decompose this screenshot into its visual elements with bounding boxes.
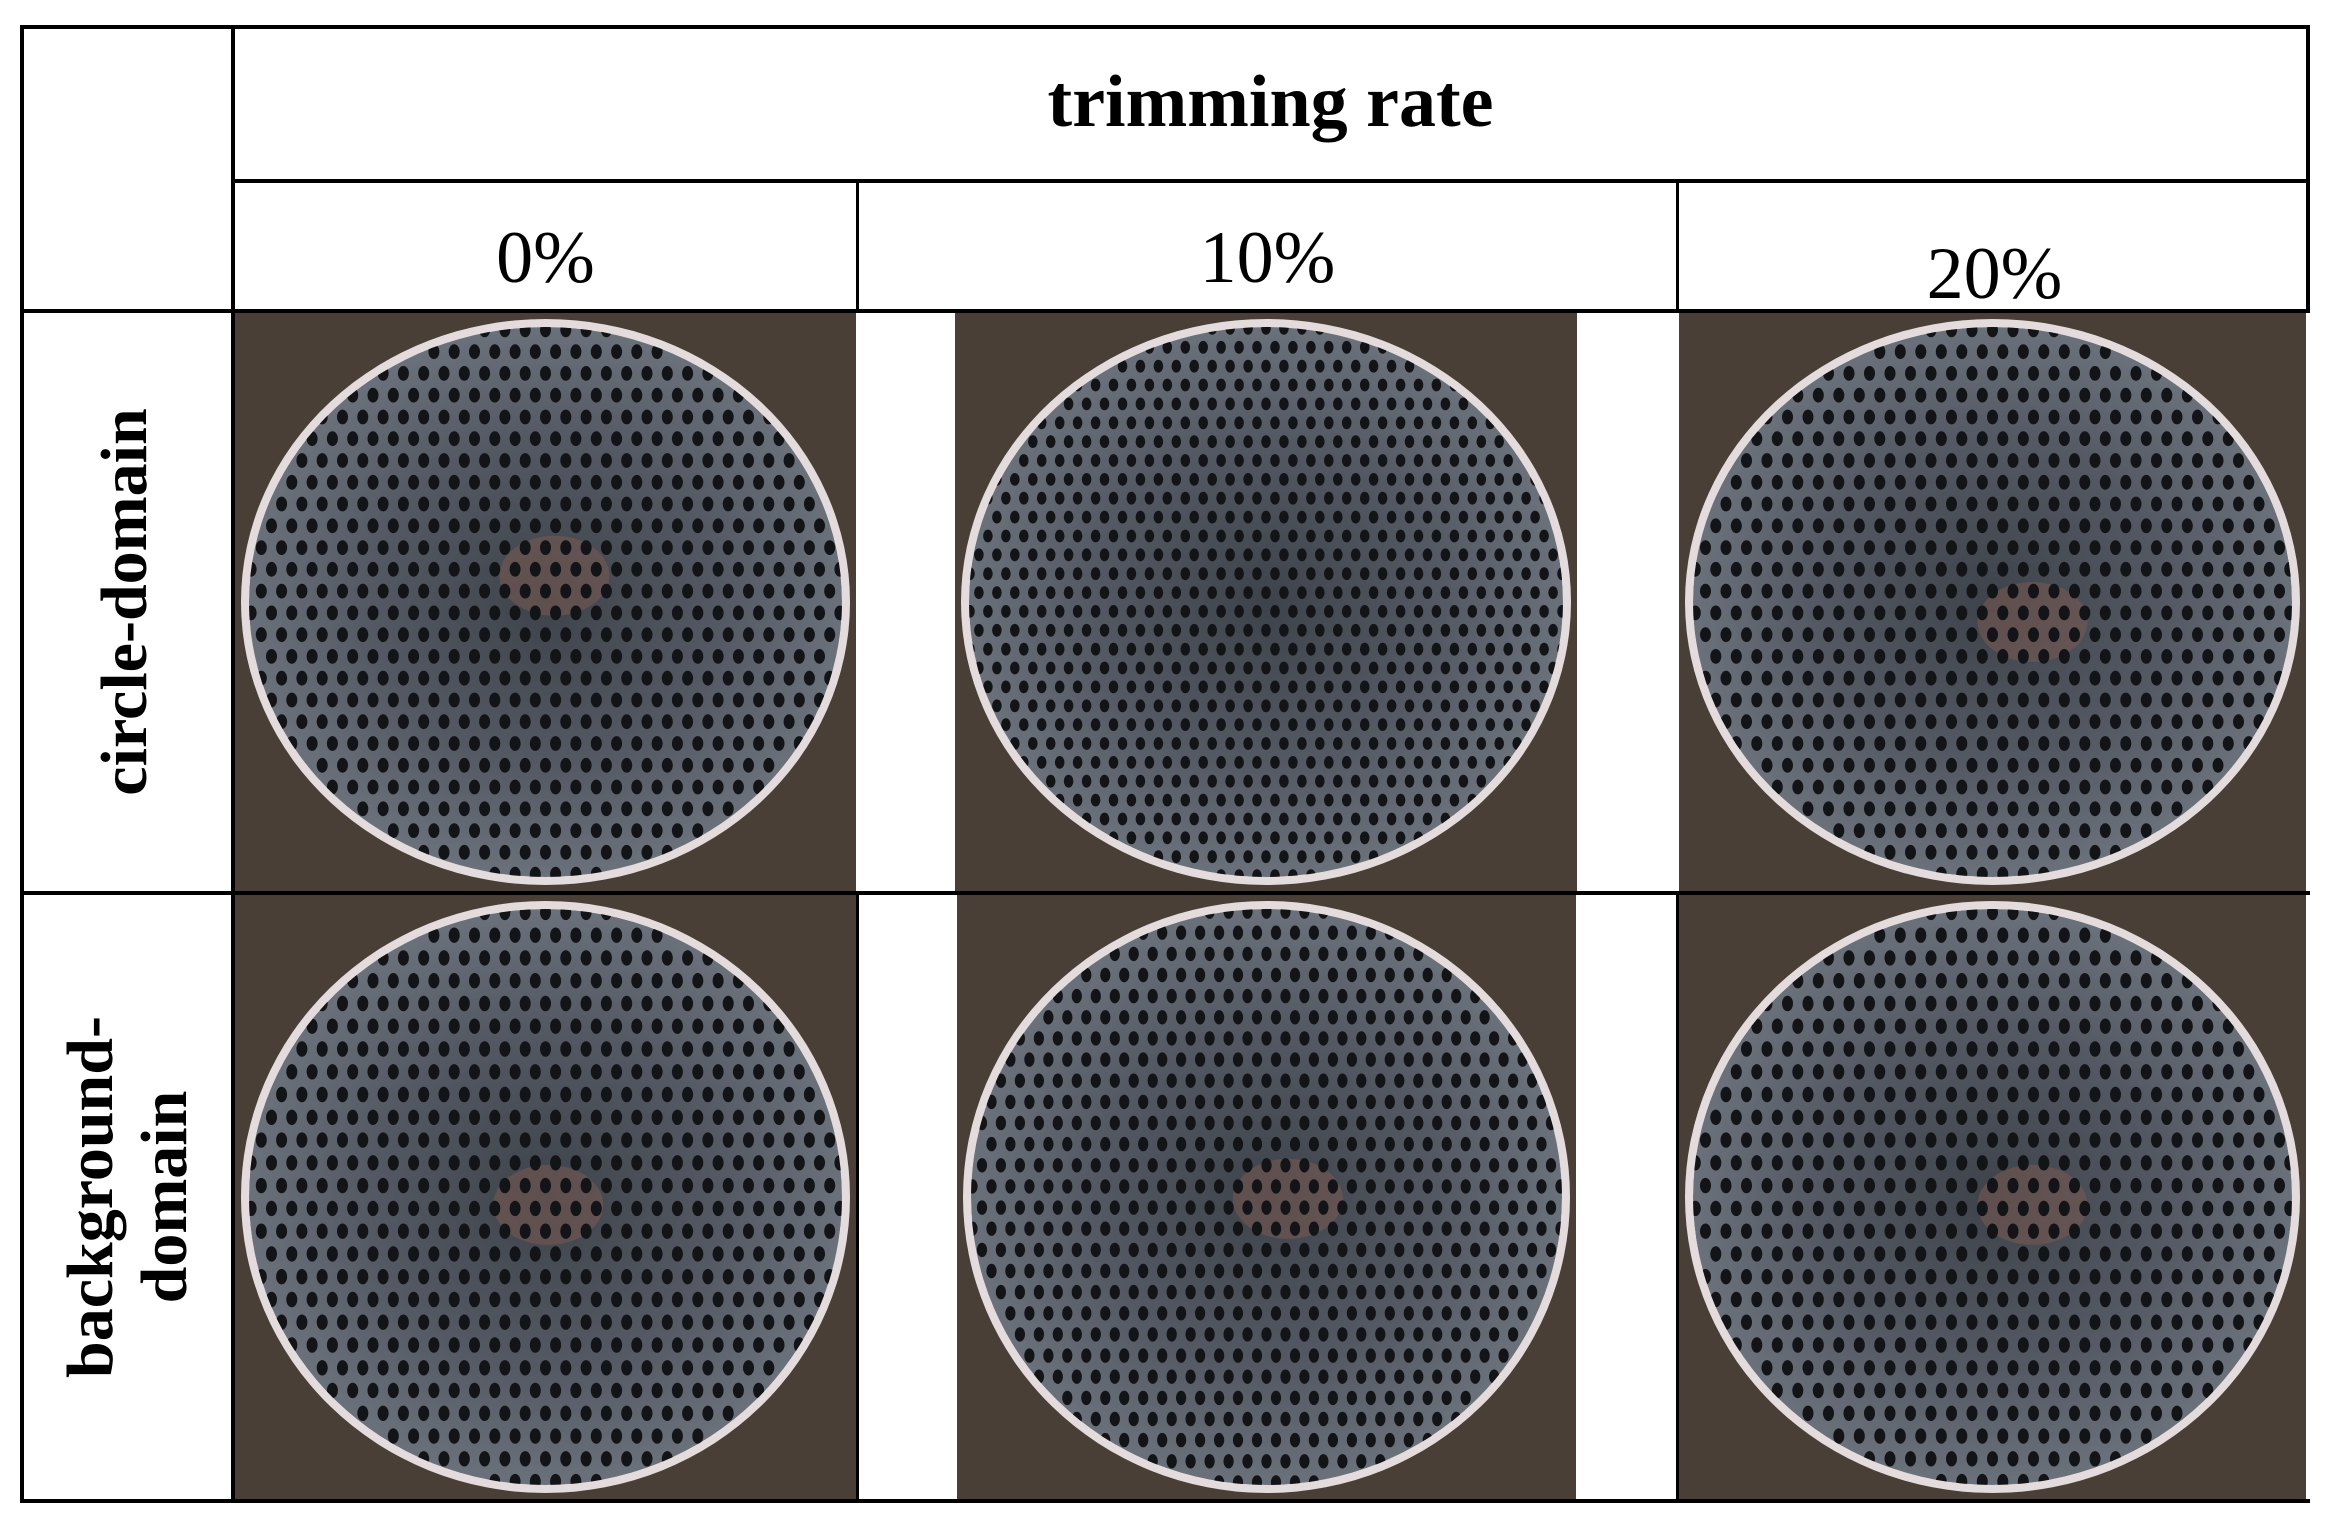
tube-sheet-image-circle-0 — [235, 313, 856, 891]
tube-holes — [1693, 909, 2292, 1485]
results-table: trimming rate 0% 10% 20% circle-domain b… — [20, 25, 2310, 1503]
tube-sheet-image-circle-10 — [955, 313, 1577, 891]
tube-holes — [969, 327, 1563, 877]
row-label-circle-domain: circle-domain — [88, 408, 162, 795]
rust-patch — [1977, 1164, 2088, 1245]
tube-sheet-image-background-0 — [235, 895, 856, 1499]
tube-sheet-image-circle-20 — [1679, 313, 2306, 891]
plate-surface — [969, 327, 1563, 877]
rust-patch — [1977, 582, 2088, 662]
tube-holes — [1693, 327, 2292, 877]
column-divider-1-lower — [856, 891, 859, 1503]
tube-sheet-photo — [1679, 895, 2306, 1499]
column-divider-2-lower — [1676, 891, 1679, 1503]
table-border-right — [2306, 25, 2310, 310]
tube-sheet-photo — [957, 895, 1576, 1499]
row-label-background-domain-line2: domain — [128, 1090, 201, 1304]
row-label-background-domain-line1: background- — [54, 1016, 127, 1378]
tube-sheet-image-background-20 — [1679, 895, 2306, 1499]
row-label-circle-domain-text: circle-domain — [88, 408, 161, 796]
column-header-1: 10% — [1199, 217, 1336, 299]
row-divider — [20, 891, 2310, 895]
table-border-left — [20, 25, 24, 1503]
header-label-divider — [231, 25, 235, 1503]
rust-patch — [1232, 1158, 1343, 1239]
tube-sheet-photo — [235, 895, 856, 1499]
column-divider-1 — [856, 183, 859, 313]
tube-holes — [249, 909, 842, 1485]
super-header-divider — [231, 179, 2310, 183]
column-divider-2 — [1676, 183, 1679, 313]
column-header-2: 20% — [1926, 233, 2063, 315]
tube-holes — [971, 909, 1562, 1485]
table-border-bottom — [20, 1499, 2310, 1503]
tube-sheet-photo — [955, 313, 1577, 891]
super-header-title: trimming rate — [1047, 61, 1494, 143]
header-row-divider — [20, 309, 2310, 313]
tube-sheet-image-background-10 — [957, 895, 1576, 1499]
column-header-0: 0% — [496, 217, 595, 299]
row-label-background-domain: background- domain — [54, 1016, 202, 1378]
table-border-top — [20, 25, 2310, 29]
tube-sheet-photo — [235, 313, 856, 891]
tube-sheet-photo — [1679, 313, 2306, 891]
